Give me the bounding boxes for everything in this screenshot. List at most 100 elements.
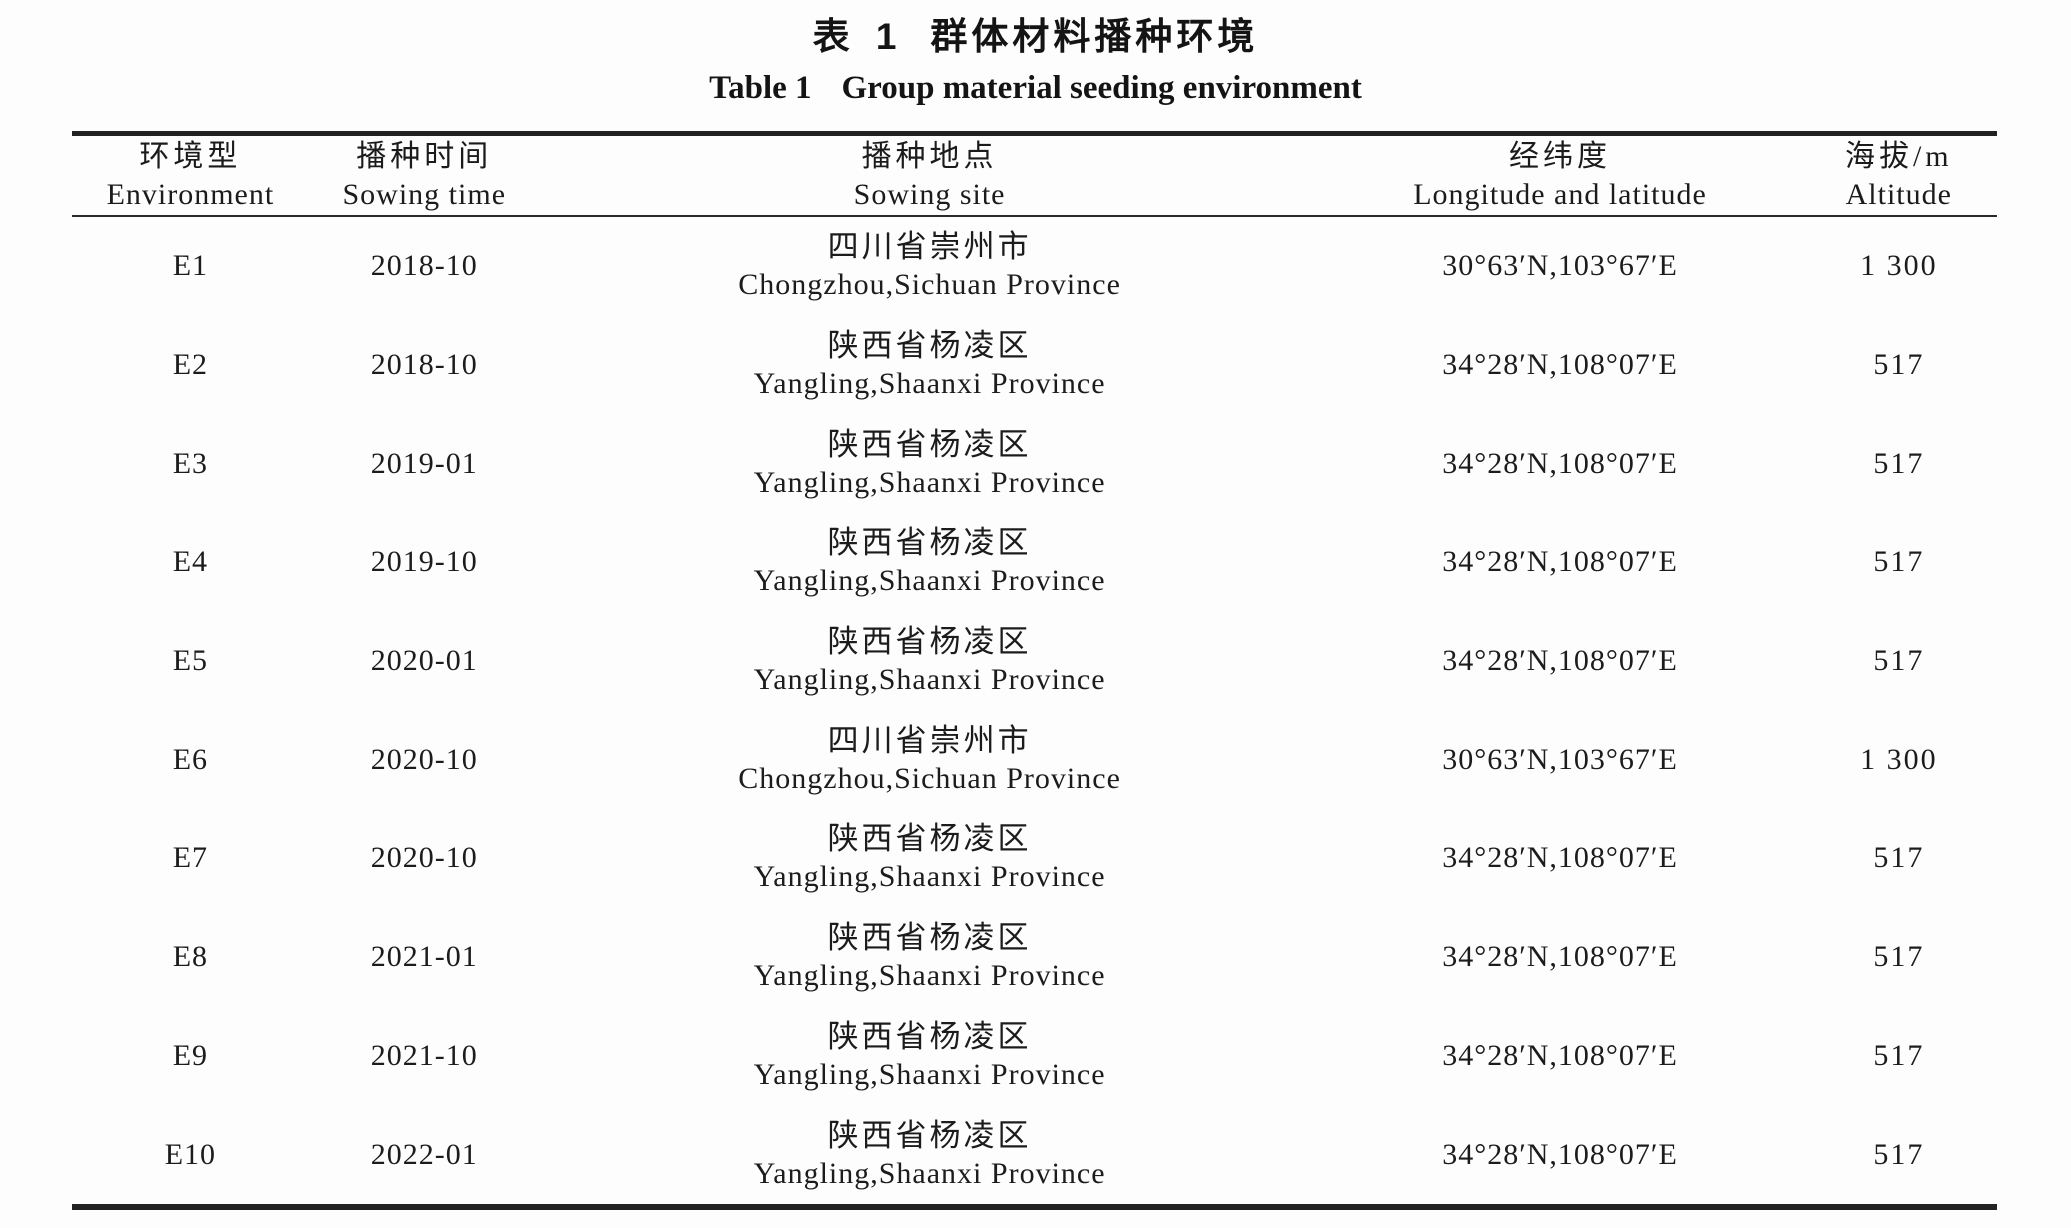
cell-coordinates: 34°28′N,108°07′E [1442,545,1678,579]
cell-sowing-time: 2018-10 [370,348,478,382]
column-header-sowing-site-zh: 播种地点 [861,139,998,173]
table-row: E4 2019-10 陕西省杨凌区 Yangling,Shaanxi Provi… [72,513,1997,612]
sowing-site-english: Yangling,Shaanxi Province [753,1156,1106,1190]
sowing-site-chinese: 陕西省杨凌区 [827,426,1032,462]
column-header-altitude-zh: 海拔/m [1844,139,1953,173]
cell-sowing-time: 2021-10 [370,1038,478,1072]
cell-sowing-time: 2022-01 [370,1137,478,1171]
cell-sowing-site: 陕西省杨凌区 Yangling,Shaanxi Province [754,623,1106,699]
cell-sowing-time: 2020-01 [370,644,478,678]
cell-sowing-site: 陕西省杨凌区 Yangling,Shaanxi Province [754,919,1106,995]
sowing-site-chinese: 陕西省杨凌区 [827,1018,1032,1054]
cell-sowing-site: 陕西省杨凌区 Yangling,Shaanxi Province [754,426,1106,502]
table-number-english: Table 1 [709,70,812,106]
sowing-site-english: Yangling,Shaanxi Province [753,564,1106,598]
column-header-sowing-time-zh: 播种时间 [356,139,493,173]
cell-altitude: 517 [1873,644,1925,678]
table-title-chinese-text: 群体材料播种环境 [930,16,1259,57]
cell-sowing-site: 陕西省杨凌区 Yangling,Shaanxi Province [754,1117,1106,1193]
cell-environment: E2 [172,348,209,382]
column-header-altitude-en: Altitude [1845,177,1952,211]
cell-altitude: 517 [1873,1137,1925,1171]
sowing-site-english: Yangling,Shaanxi Province [753,465,1106,499]
sowing-site-english: Yangling,Shaanxi Province [753,959,1106,993]
table-row: E1 2018-10 四川省崇州市 Chongzhou,Sichuan Prov… [72,217,1997,316]
cell-sowing-site: 陕西省杨凌区 Yangling,Shaanxi Province [754,524,1106,600]
table-title-chinese: 表 1 群体材料播种环境 [0,6,2071,60]
cell-sowing-site: 四川省崇州市 Chongzhou,Sichuan Province [738,228,1121,304]
cell-altitude: 517 [1873,348,1925,382]
table-body: E1 2018-10 四川省崇州市 Chongzhou,Sichuan Prov… [72,217,1997,1204]
column-header-coordinates: 经纬度 Longitude and latitude [1413,138,1707,214]
cell-altitude: 517 [1873,446,1925,480]
cell-environment: E7 [172,841,209,875]
column-header-sowing-site-en: Sowing site [853,177,1006,211]
cell-coordinates: 34°28′N,108°07′E [1442,841,1678,875]
table-row: E2 2018-10 陕西省杨凌区 Yangling,Shaanxi Provi… [72,316,1997,415]
table-row: E7 2020-10 陕西省杨凌区 Yangling,Shaanxi Provi… [72,809,1997,908]
cell-environment: E9 [172,1038,209,1072]
cell-coordinates: 34°28′N,108°07′E [1442,446,1678,480]
cell-sowing-time: 2020-10 [370,841,478,875]
cell-environment: E4 [172,545,209,579]
table-header-row: 环境型 Environment 播种时间 Sowing time 播种地点 So… [72,136,1997,217]
sowing-site-english: Chongzhou,Sichuan Province [738,761,1121,795]
column-header-sowing-site: 播种地点 Sowing site [854,138,1006,214]
table-row: E10 2022-01 陕西省杨凌区 Yangling,Shaanxi Prov… [72,1105,1997,1204]
cell-environment: E5 [172,644,209,678]
seeding-environment-table: 环境型 Environment 播种时间 Sowing time 播种地点 So… [72,131,1997,1210]
sowing-site-chinese: 陕西省杨凌区 [827,328,1032,364]
column-header-coordinates-en: Longitude and latitude [1413,177,1707,211]
cell-sowing-time: 2021-01 [370,940,478,974]
cell-altitude: 517 [1873,940,1925,974]
column-header-sowing-time-en: Sowing time [342,177,507,211]
sowing-site-chinese: 陕西省杨凌区 [827,525,1032,561]
cell-sowing-site: 陕西省杨凌区 Yangling,Shaanxi Province [754,820,1106,896]
cell-coordinates: 34°28′N,108°07′E [1442,1137,1678,1171]
column-header-environment: 环境型 Environment [107,138,275,214]
cell-environment: E6 [172,742,209,776]
column-header-sowing-time: 播种时间 Sowing time [343,138,507,214]
sowing-site-english: Yangling,Shaanxi Province [753,367,1106,401]
column-header-altitude: 海拔/m Altitude [1845,138,1953,214]
sowing-site-chinese: 四川省崇州市 [827,722,1032,758]
cell-altitude: 517 [1873,545,1925,579]
sowing-site-english: Chongzhou,Sichuan Province [738,268,1121,302]
cell-altitude: 517 [1873,1038,1925,1072]
table-row: E9 2021-10 陕西省杨凌区 Yangling,Shaanxi Provi… [72,1007,1997,1106]
cell-coordinates: 30°63′N,103°67′E [1442,249,1678,283]
cell-sowing-time: 2018-10 [370,249,478,283]
sowing-site-english: Yangling,Shaanxi Province [753,663,1106,697]
sowing-site-chinese: 陕西省杨凌区 [827,821,1032,857]
cell-coordinates: 34°28′N,108°07′E [1442,644,1678,678]
cell-sowing-time: 2019-01 [370,446,478,480]
column-header-environment-zh: 环境型 [139,139,242,173]
cell-coordinates: 34°28′N,108°07′E [1442,348,1678,382]
sowing-site-chinese: 四川省崇州市 [827,229,1032,265]
cell-sowing-time: 2019-10 [370,545,478,579]
cell-sowing-site: 四川省崇州市 Chongzhou,Sichuan Province [738,722,1121,798]
table-row: E8 2021-01 陕西省杨凌区 Yangling,Shaanxi Provi… [72,908,1997,1007]
sowing-site-english: Yangling,Shaanxi Province [753,1057,1106,1091]
cell-environment: E10 [164,1137,217,1171]
table-row: E6 2020-10 四川省崇州市 Chongzhou,Sichuan Prov… [72,710,1997,809]
table-row: E3 2019-01 陕西省杨凌区 Yangling,Shaanxi Provi… [72,414,1997,513]
table-title-english: Table 1 Group material seeding environmen… [0,70,2071,107]
column-header-environment-en: Environment [106,177,275,211]
sowing-site-chinese: 陕西省杨凌区 [827,624,1032,660]
cell-environment: E8 [172,940,209,974]
cell-altitude: 1 300 [1860,249,1938,283]
cell-coordinates: 34°28′N,108°07′E [1442,1038,1678,1072]
cell-altitude: 1 300 [1860,742,1938,776]
sowing-site-chinese: 陕西省杨凌区 [827,1117,1032,1153]
cell-sowing-site: 陕西省杨凌区 Yangling,Shaanxi Province [754,1018,1106,1094]
cell-environment: E1 [172,249,209,283]
table-row: E5 2020-01 陕西省杨凌区 Yangling,Shaanxi Provi… [72,612,1997,711]
column-header-coordinates-zh: 经纬度 [1509,139,1611,173]
table-number-chinese: 表 1 [812,16,905,57]
cell-altitude: 517 [1873,841,1925,875]
sowing-site-chinese: 陕西省杨凌区 [827,920,1032,956]
cell-sowing-site: 陕西省杨凌区 Yangling,Shaanxi Province [754,327,1106,403]
cell-environment: E3 [172,446,209,480]
